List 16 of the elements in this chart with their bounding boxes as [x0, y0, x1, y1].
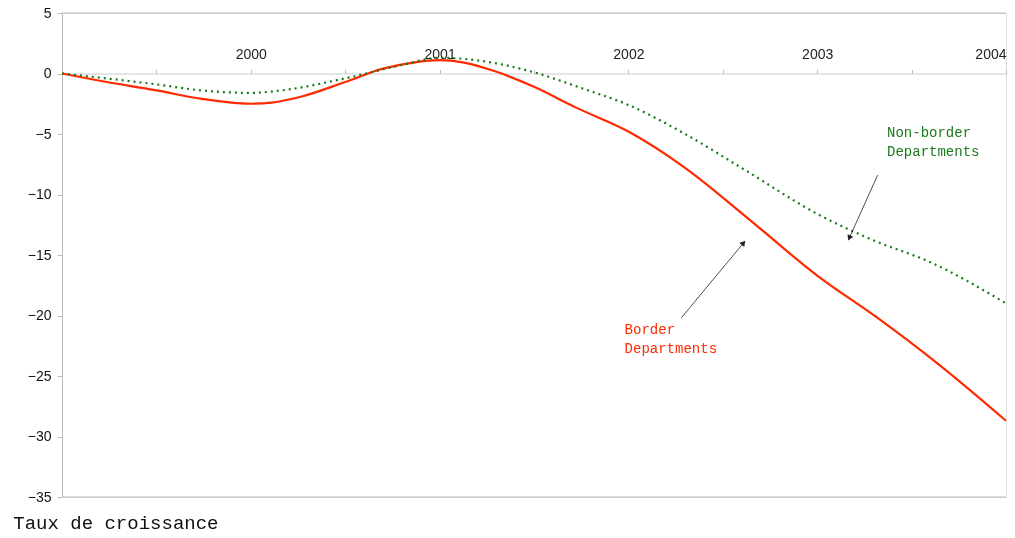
y-tick-label: −30 [27, 428, 52, 444]
y-tick-label: 5 [43, 4, 52, 21]
x-tick-label: 2000 [235, 46, 268, 62]
text: Border Departments [624, 321, 718, 357]
y-tick-label: −25 [27, 367, 52, 384]
x-tick-label: 2003 [802, 46, 834, 62]
y-tick-label: −35 [27, 488, 52, 505]
y-tick-label: −20 [27, 307, 52, 323]
text: Non-border Departments [887, 124, 980, 160]
y-tick-label: −10 [27, 186, 52, 202]
y-tick-label: −5 [35, 125, 52, 142]
y-tick-label: −15 [27, 246, 52, 263]
y-tick-label: 0 [43, 65, 52, 81]
x-tick-label: 2004 [975, 46, 1007, 62]
text: Taux de croissance [13, 513, 219, 535]
x-tick-label: 2002 [613, 46, 645, 62]
